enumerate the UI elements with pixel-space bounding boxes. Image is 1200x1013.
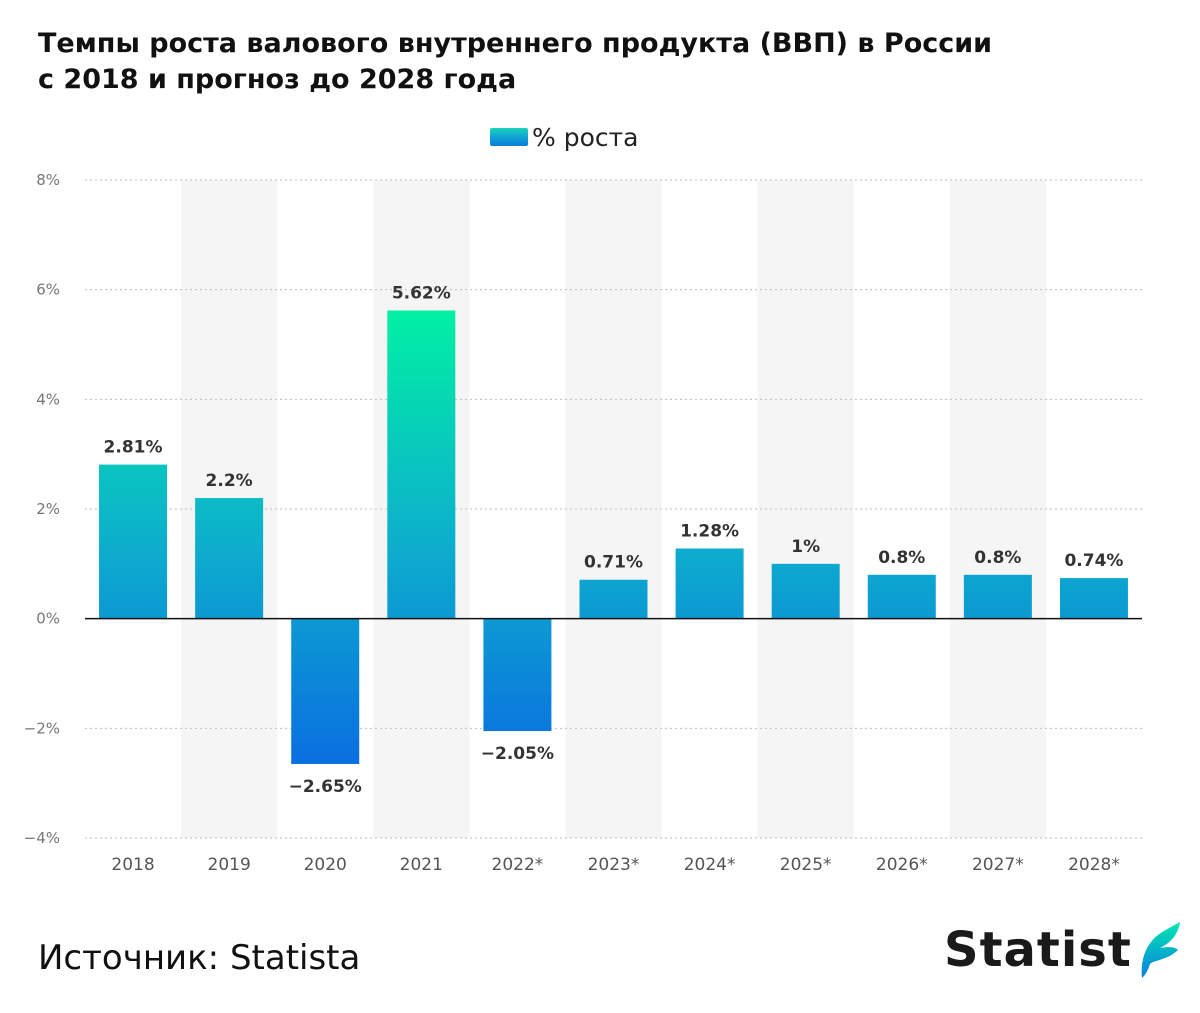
value-label-2020: −2.65% xyxy=(289,777,362,797)
source-text: Источник: Statista xyxy=(38,938,361,978)
value-label-2022*: −2.05% xyxy=(481,744,554,764)
legend-label: % роста xyxy=(532,122,639,152)
bar-2027* xyxy=(963,574,1032,619)
chart-title-line-2: с 2018 и прогноз до 2028 года xyxy=(38,64,517,95)
value-label-2023*: 0.71% xyxy=(584,553,643,573)
chart-title-line-1: Темпы роста валового внутреннего продукт… xyxy=(38,28,993,59)
y-tick-label: −4% xyxy=(24,829,60,847)
chart-legend: % роста xyxy=(490,122,639,152)
legend-swatch xyxy=(490,128,528,146)
value-labels: 2.81% 2.2% −2.65% 5.62% −2.05% 0.71% 1.28% 1% 0.… xyxy=(104,284,1124,797)
y-tick-label: 0% xyxy=(36,610,60,628)
band-2023* xyxy=(565,180,662,838)
value-label-2028*: 0.74% xyxy=(1064,551,1123,571)
x-tick-label-2024*: 2024* xyxy=(684,855,736,875)
x-tick-label-2021: 2021 xyxy=(400,855,443,875)
y-tick-label: 2% xyxy=(36,500,60,518)
value-label-2027*: 0.8% xyxy=(974,548,1021,568)
x-tick-label-2019: 2019 xyxy=(208,855,251,875)
gridlines xyxy=(85,179,1142,839)
bar-2024* xyxy=(675,548,744,619)
value-label-2026*: 0.8% xyxy=(878,548,925,568)
bars xyxy=(99,310,1128,764)
y-tick-label: −2% xyxy=(24,719,60,737)
bar-2020 xyxy=(291,618,360,764)
bar-2021 xyxy=(387,310,456,619)
x-tick-label-2018: 2018 xyxy=(111,855,154,875)
y-tick-label: 6% xyxy=(36,281,60,299)
x-tick-label-2025*: 2025* xyxy=(780,855,832,875)
x-tick-label-2020: 2020 xyxy=(304,855,347,875)
statista-logo: Statist xyxy=(944,920,1182,980)
bar-2028* xyxy=(1059,578,1128,619)
y-tick-label: 8% xyxy=(36,171,60,189)
x-tick-label-2023*: 2023* xyxy=(588,855,640,875)
y-axis-ticks: 8% 6% 4% 2% 0% −2% −4% xyxy=(24,171,60,847)
bar-2019 xyxy=(195,498,264,619)
logo-text: Statist xyxy=(944,922,1132,978)
value-label-2021: 5.62% xyxy=(392,284,451,304)
x-tick-label-2026*: 2026* xyxy=(876,855,928,875)
bar-2023* xyxy=(579,579,648,619)
bar-2022* xyxy=(483,618,552,732)
chart-title: Темпы роста валового внутреннего продукт… xyxy=(38,26,1158,98)
x-tick-label-2022*: 2022* xyxy=(492,855,544,875)
value-label-2018: 2.81% xyxy=(104,438,163,458)
bar-2025* xyxy=(771,563,840,619)
x-axis-labels: 2018 2019 2020 2021 2022* 2023* 2024* 2025* 2026… xyxy=(111,855,1119,875)
value-label-2024*: 1.28% xyxy=(680,521,739,541)
value-label-2019: 2.2% xyxy=(206,471,253,491)
y-tick-label: 4% xyxy=(36,390,60,408)
value-label-2025*: 1% xyxy=(791,537,820,557)
bar-2026* xyxy=(867,574,936,619)
bar-chart: 8% 6% 4% 2% 0% −2% −4% 2.81% 2.2% −2.65% 5.62% −2.… xyxy=(24,171,1142,875)
x-tick-label-2027*: 2027* xyxy=(972,855,1024,875)
statista-logo-icon xyxy=(1141,922,1180,978)
bar-2018 xyxy=(99,464,168,619)
x-tick-label-2028*: 2028* xyxy=(1068,855,1120,875)
